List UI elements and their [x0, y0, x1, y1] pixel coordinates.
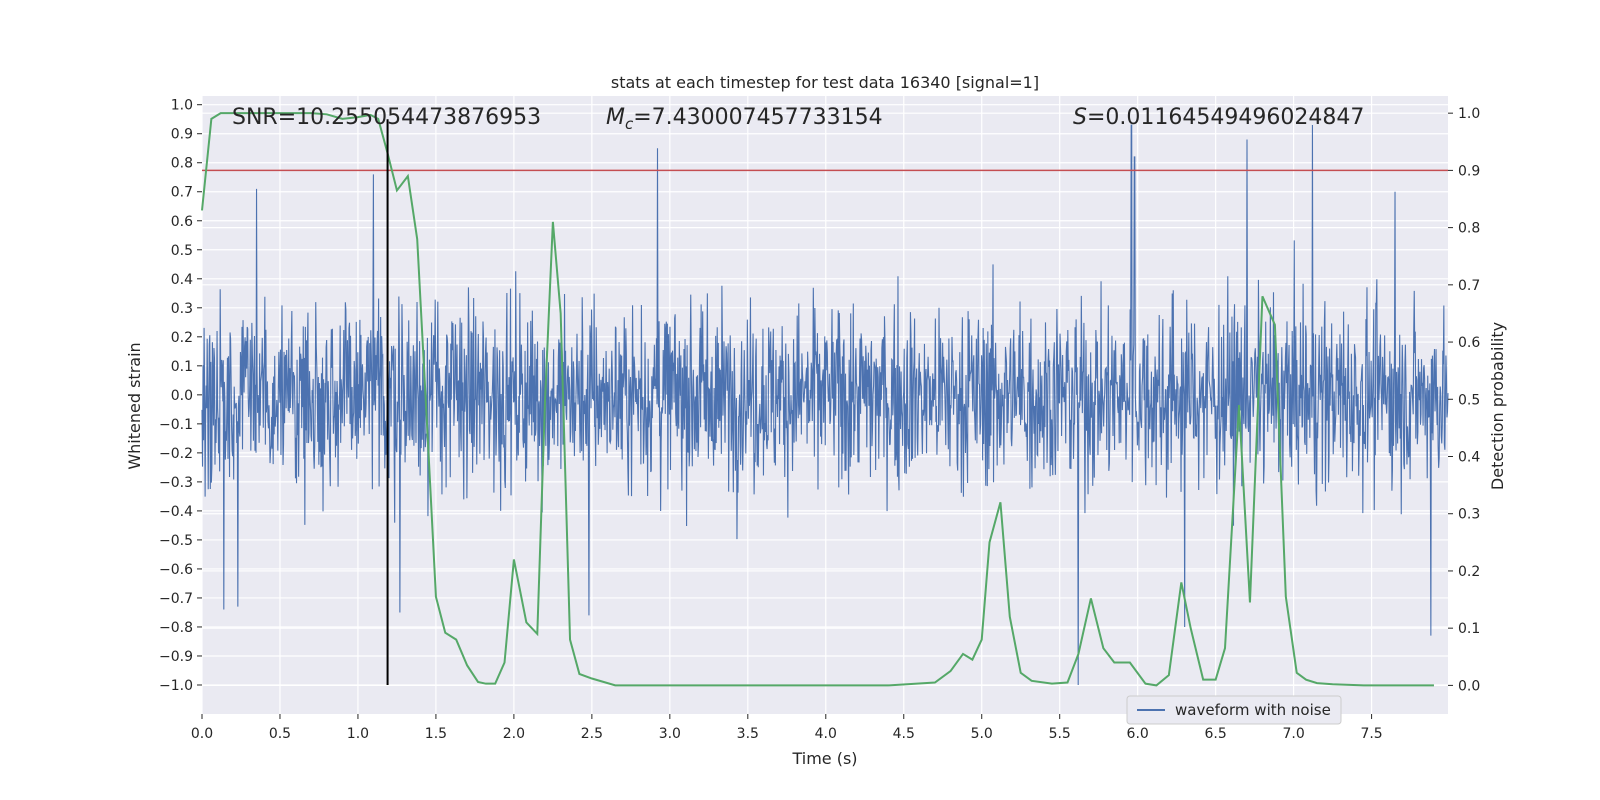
- legend-label-waveform: waveform with noise: [1175, 701, 1331, 719]
- x-tick-label: 2.0: [503, 726, 525, 742]
- chirp-mass-value: =7.430007457733154: [633, 105, 882, 130]
- y-tick-label: −0.1: [159, 417, 193, 433]
- x-tick-label: 7.5: [1360, 726, 1382, 742]
- x-tick-label: 5.0: [971, 726, 993, 742]
- legend-box: [1126, 695, 1342, 725]
- y-tick-label: −0.9: [159, 649, 193, 665]
- y-right-tick-label: 0.6: [1458, 335, 1480, 351]
- y-tick-label: −0.5: [159, 533, 193, 549]
- y-right-tick-label: 0.3: [1458, 507, 1480, 523]
- y-tick-label: −0.7: [159, 591, 193, 607]
- y-tick-labels: 1.0 0.9 0.8 0.7 0.6 0.5 0.4 0.3 0.2 0.1 0.0 −0.1 −0.…: [159, 98, 202, 694]
- s-value: =0.01164549496024847: [1087, 105, 1364, 130]
- y-tick-label: 0.2: [171, 330, 193, 346]
- y-tick-label: 0.7: [171, 185, 193, 201]
- y-tick-label: 0.1: [171, 359, 193, 375]
- y-right-tick-label: 0.0: [1458, 678, 1480, 694]
- x-tick-label: 5.5: [1049, 726, 1071, 742]
- s-annotation: S=0.01164549496024847: [1073, 105, 1364, 130]
- y-right-tick-label: 1.0: [1458, 106, 1480, 122]
- x-tick-label: 4.0: [815, 726, 837, 742]
- y-right-tick-label: 0.5: [1458, 392, 1480, 408]
- y-right-tick-label: 0.4: [1458, 450, 1480, 466]
- y-tick-label: −0.3: [159, 475, 193, 491]
- chirp-mass-symbol: M: [606, 105, 625, 130]
- probability-line: [201, 112, 1434, 687]
- y-right-tick-label: 0.9: [1458, 163, 1480, 179]
- x-tick-label: 7.0: [1282, 726, 1304, 742]
- y-right-tick-labels: 1.0 0.9 0.8 0.7 0.6 0.5 0.4 0.3 0.2 0.1 0.0: [1448, 106, 1480, 694]
- y-axis-label: Whitened strain: [125, 342, 144, 469]
- snr-annotation: SNR=10.255054473876953: [232, 105, 541, 130]
- x-tick-label: 1.5: [425, 726, 447, 742]
- x-tick-label: 2.5: [581, 726, 603, 742]
- chart-title: stats at each timestep for test data 163…: [611, 73, 1039, 92]
- y-tick-label: −0.4: [159, 504, 193, 520]
- x-tick-label: 3.5: [737, 726, 759, 742]
- y-right-tick-label: 0.1: [1458, 621, 1480, 637]
- y-tick-label: 1.0: [171, 98, 193, 114]
- x-tick-label: 3.0: [659, 726, 681, 742]
- y-right-tick-label: 0.8: [1458, 221, 1480, 237]
- y-tick-label: 0.5: [171, 243, 193, 259]
- y-tick-label: −0.8: [159, 620, 193, 636]
- s-symbol: S: [1073, 105, 1087, 130]
- y-tick-label: 0.4: [171, 272, 193, 288]
- x-axis-label: Time (s): [791, 749, 857, 768]
- x-tick-label: 0.0: [191, 726, 213, 742]
- y-tick-label: 0.3: [171, 301, 193, 317]
- y-tick-label: 0.0: [171, 388, 193, 404]
- y-right-axis-label: Detection probability: [1488, 322, 1507, 490]
- y-right-tick-label: 0.7: [1458, 278, 1480, 294]
- y-right-tick-label: 0.2: [1458, 564, 1480, 580]
- legend: waveform with noise: [1126, 695, 1342, 725]
- x-tick-label: 0.5: [269, 726, 291, 742]
- x-tick-label: 1.0: [347, 726, 369, 742]
- y-tick-label: −0.6: [159, 562, 193, 578]
- y-tick-label: 0.6: [171, 214, 193, 230]
- x-tick-label: 6.5: [1205, 726, 1227, 742]
- x-tick-label: 6.0: [1127, 726, 1149, 742]
- waveform-trace: [201, 124, 1449, 685]
- chirp-mass-subscript: c: [625, 115, 634, 133]
- chirp-mass-annotation: Mc=7.430007457733154: [606, 105, 883, 133]
- waveform-series: [201, 124, 1449, 685]
- x-tick-label: 4.5: [893, 726, 915, 742]
- y-tick-label: −1.0: [159, 678, 193, 694]
- y-tick-label: −0.2: [159, 446, 193, 462]
- y-tick-label: 0.8: [171, 156, 193, 172]
- y-tick-label: 0.9: [171, 127, 193, 143]
- x-tick-labels: 0.0 0.5 1.0 1.5 2.0 2.5 3.0 3.5 4.0 4.5 5.0 5.5 6.0 6…: [191, 714, 1383, 742]
